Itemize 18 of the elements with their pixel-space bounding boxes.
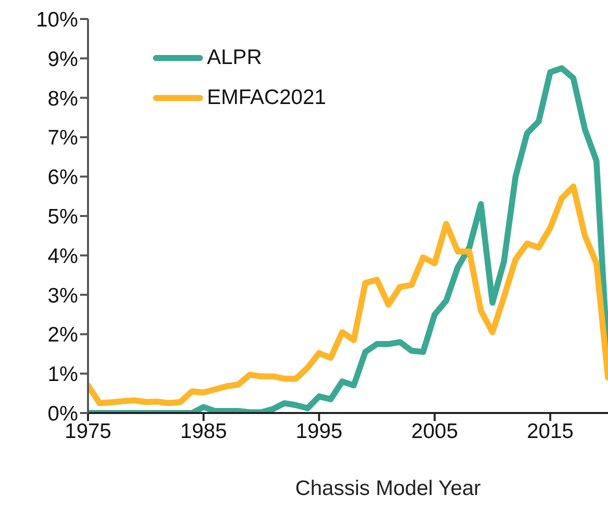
y-tick-label: 10% — [36, 8, 78, 32]
x-tick-label: 1995 — [296, 420, 342, 443]
y-tick-label: 5% — [48, 205, 78, 228]
y-tick-label: 3% — [48, 284, 78, 308]
x-tick-label: 1985 — [180, 420, 227, 443]
legend-label: ALPR — [207, 45, 262, 71]
x-tick-label: 2005 — [411, 420, 458, 443]
y-tick-label: 7% — [48, 126, 78, 150]
y-tick-label: 2% — [48, 324, 78, 347]
y-tick-label: 6% — [48, 166, 78, 190]
x-tick-label: 1975 — [64, 420, 112, 443]
legend-label: EMFAC2021 — [207, 85, 326, 111]
y-tick-label: 8% — [48, 87, 78, 110]
y-tick-label: 4% — [48, 244, 78, 268]
x-tick-label: 2015 — [526, 420, 574, 443]
y-tick-label: 1% — [48, 363, 78, 386]
y-tick-label: 9% — [48, 48, 78, 71]
x-axis-title: Chassis Model Year — [295, 477, 481, 500]
